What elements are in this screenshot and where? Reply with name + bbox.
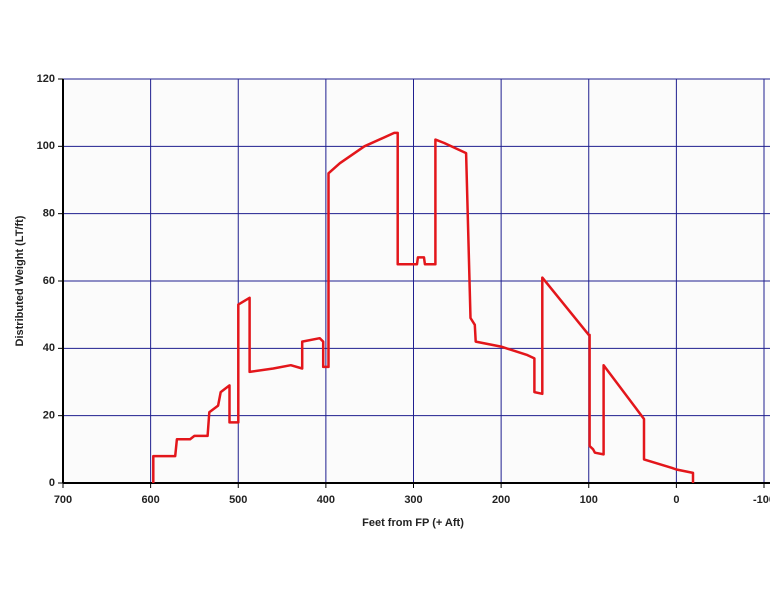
y-tick-label: 80 (43, 208, 55, 220)
y-tick-label: 40 (43, 342, 55, 354)
y-tick-label: 0 (49, 477, 55, 489)
x-tick-label: 600 (141, 494, 159, 506)
x-tick-label: -100 (753, 494, 770, 506)
y-tick-label: 120 (37, 73, 55, 85)
x-tick-label: 0 (673, 494, 679, 506)
y-axis-title: Distributed Weight (LT/ft) (14, 215, 26, 346)
y-tick-label: 20 (43, 410, 55, 422)
y-tick-label: 60 (43, 275, 55, 287)
x-axis-title: Feet from FP (+ Aft) (362, 517, 464, 529)
x-tick-label: 300 (404, 494, 422, 506)
y-tick-label: 100 (37, 140, 55, 152)
data-line (152, 131, 695, 483)
x-tick-label: 500 (229, 494, 247, 506)
x-tick-label: 400 (317, 494, 335, 506)
x-tick-label: 100 (580, 494, 598, 506)
x-tick-label: 200 (492, 494, 510, 506)
x-tick-label: 700 (54, 494, 72, 506)
